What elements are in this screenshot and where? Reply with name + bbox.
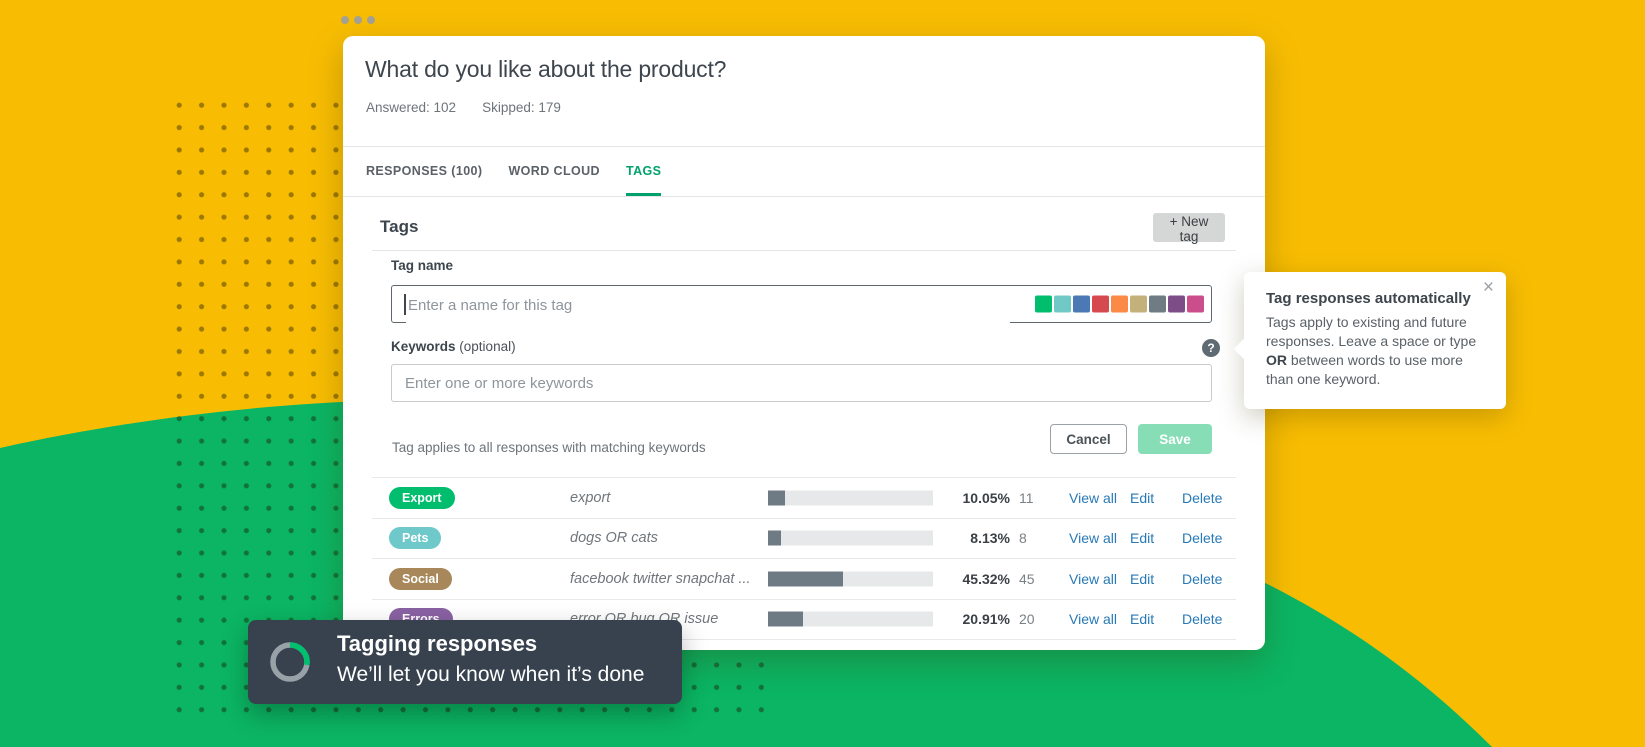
tag-percent: 10.05% [962, 489, 1010, 506]
tag-progress-bar [768, 571, 933, 587]
tag-progress-fill [768, 530, 782, 546]
tag-count: 11 [1019, 489, 1034, 506]
edit-link[interactable]: Edit [1130, 530, 1155, 547]
response-stats: Answered: 102 Skipped: 179 [366, 100, 561, 115]
toast-subtitle: We’ll let you know when it’s done [337, 663, 645, 686]
tag-row: Errors error OR bug OR issue 20.91% 20 V… [372, 598, 1236, 640]
tag-count: 20 [1019, 611, 1035, 628]
question-title: What do you like about the product? [365, 56, 727, 82]
tab-bar: RESPONSES (100) WORD CLOUD TAGS [366, 148, 662, 196]
tag-count: 45 [1019, 570, 1035, 587]
tag-row: Export export 10.05% 11 View all Edit De… [372, 477, 1236, 518]
survey-question-card: What do you like about the product? Answ… [343, 36, 1265, 650]
view-all-link[interactable]: View all [1069, 489, 1117, 506]
color-swatch[interactable] [1092, 295, 1109, 313]
view-all-link[interactable]: View all [1069, 570, 1117, 587]
save-button[interactable]: Save [1138, 424, 1212, 454]
keyword-helper-text: Tag applies to all responses with matchi… [392, 440, 706, 455]
color-swatch-picker [1035, 295, 1204, 313]
tag-progress-fill [768, 611, 803, 627]
tag-count: 8 [1019, 530, 1027, 547]
color-swatch[interactable] [1187, 295, 1204, 313]
spinner-icon [270, 642, 310, 682]
tag-progress-bar [768, 611, 933, 627]
delete-link[interactable]: Delete [1182, 570, 1223, 587]
tag-percent: 8.13% [970, 530, 1010, 547]
tag-percent: 20.91% [962, 611, 1010, 628]
tag-keywords: export [570, 489, 611, 506]
tab-tags[interactable]: TAGS [625, 148, 662, 196]
keywords-input[interactable] [391, 364, 1212, 402]
keywords-label: Keywords (optional) [391, 339, 516, 354]
window-dot [354, 16, 362, 24]
tag-pill: Social [389, 567, 452, 590]
delete-link[interactable]: Delete [1182, 611, 1223, 628]
window-dots [341, 16, 375, 24]
window-dot [341, 16, 349, 24]
delete-link[interactable]: Delete [1182, 489, 1223, 506]
color-swatch[interactable] [1035, 295, 1052, 313]
edit-link[interactable]: Edit [1130, 489, 1155, 506]
tag-name-input[interactable] [406, 287, 1010, 323]
tab-word-cloud[interactable]: WORD CLOUD [508, 163, 600, 178]
tag-keywords: dogs OR cats [570, 530, 658, 547]
tag-keywords: facebook twitter snapchat ... [570, 570, 751, 587]
tab-responses-100[interactable]: RESPONSES (100) [366, 163, 483, 178]
new-tag-button[interactable]: + New tag [1153, 213, 1225, 244]
tag-progress-bar [768, 530, 933, 546]
tags-section-heading: Tags [380, 217, 419, 236]
view-all-link[interactable]: View all [1069, 530, 1117, 547]
divider [372, 250, 1236, 251]
text-caret [404, 294, 406, 315]
tag-row: Pets dogs OR cats 8.13% 8 View all Edit … [372, 517, 1236, 559]
answered-count: Answered: 102 [366, 100, 457, 115]
skipped-count: Skipped: 179 [482, 100, 561, 115]
divider [343, 196, 1265, 197]
color-swatch[interactable] [1168, 295, 1185, 313]
color-swatch[interactable] [1149, 295, 1166, 313]
help-icon[interactable]: ? [1202, 339, 1220, 357]
tag-pill: Export [389, 486, 455, 509]
color-swatch[interactable] [1054, 295, 1071, 313]
tag-name-label: Tag name [391, 258, 454, 273]
tagging-toast: Tagging responses We’ll let you know whe… [248, 620, 682, 704]
delete-link[interactable]: Delete [1182, 530, 1223, 547]
toast-title: Tagging responses [337, 631, 538, 656]
divider [343, 146, 1265, 147]
close-icon[interactable]: × [1482, 277, 1494, 298]
tag-progress-fill [768, 490, 785, 506]
color-swatch[interactable] [1130, 295, 1147, 313]
view-all-link[interactable]: View all [1069, 611, 1117, 628]
cancel-button[interactable]: Cancel [1050, 424, 1127, 454]
tag-name-field [391, 285, 1212, 323]
window-dot [367, 16, 375, 24]
tag-progress-fill [768, 571, 843, 587]
tag-table: Export export 10.05% 11 View all Edit De… [372, 477, 1236, 640]
tag-progress-bar [768, 490, 933, 506]
tag-row: Social facebook twitter snapchat ... 45.… [372, 558, 1236, 599]
edit-link[interactable]: Edit [1130, 611, 1155, 628]
tag-tooltip: × Tag responses automatically Tags apply… [1244, 272, 1506, 409]
color-swatch[interactable] [1111, 295, 1128, 313]
tag-pill: Pets [389, 527, 442, 550]
tag-percent: 45.32% [962, 570, 1010, 587]
tooltip-title: Tag responses automatically [1266, 290, 1471, 307]
color-swatch[interactable] [1073, 295, 1090, 313]
tooltip-body: Tags apply to existing and future respon… [1266, 314, 1477, 387]
edit-link[interactable]: Edit [1130, 570, 1155, 587]
